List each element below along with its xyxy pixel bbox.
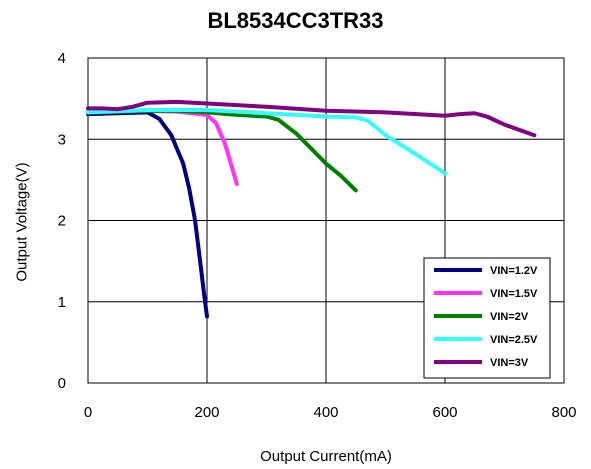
plot-area-border <box>87 57 565 384</box>
legend-label-1: VIN=1.5V <box>490 288 538 300</box>
x-tick-label-4: 800 <box>551 404 576 421</box>
y-tick-label-1: 1 <box>58 294 66 311</box>
y-tick-label-2: 2 <box>58 213 66 230</box>
chart-title: BL8534CC3TR33 <box>207 8 384 33</box>
x-tick-label-3: 600 <box>432 404 457 421</box>
y-axis-label: Output Voltage(V) <box>13 162 31 282</box>
legend-label-2: VIN=2V <box>490 311 529 323</box>
series-line-3 <box>86 108 447 176</box>
legend: VIN=1.2V VIN=1.5V VIN=2V VIN=2.5V VIN=3V <box>423 257 551 379</box>
series-line-2 <box>86 108 358 193</box>
series-line-0 <box>86 110 209 319</box>
y-tick-label-4: 4 <box>58 50 66 67</box>
y-tick-label-3: 3 <box>58 131 66 148</box>
x-axis-label: Output Current(mA) <box>260 448 392 465</box>
legend-label-4: VIN=3V <box>490 357 529 369</box>
legend-label-0: VIN=1.2V <box>490 265 538 277</box>
y-tick-label-0: 0 <box>58 375 66 392</box>
x-tick-label-2: 400 <box>313 404 338 421</box>
legend-label-3: VIN=2.5V <box>490 334 538 346</box>
series-line-4 <box>86 99 537 138</box>
x-tick-label-1: 200 <box>194 404 219 421</box>
x-tick-label-0: 0 <box>84 404 92 421</box>
